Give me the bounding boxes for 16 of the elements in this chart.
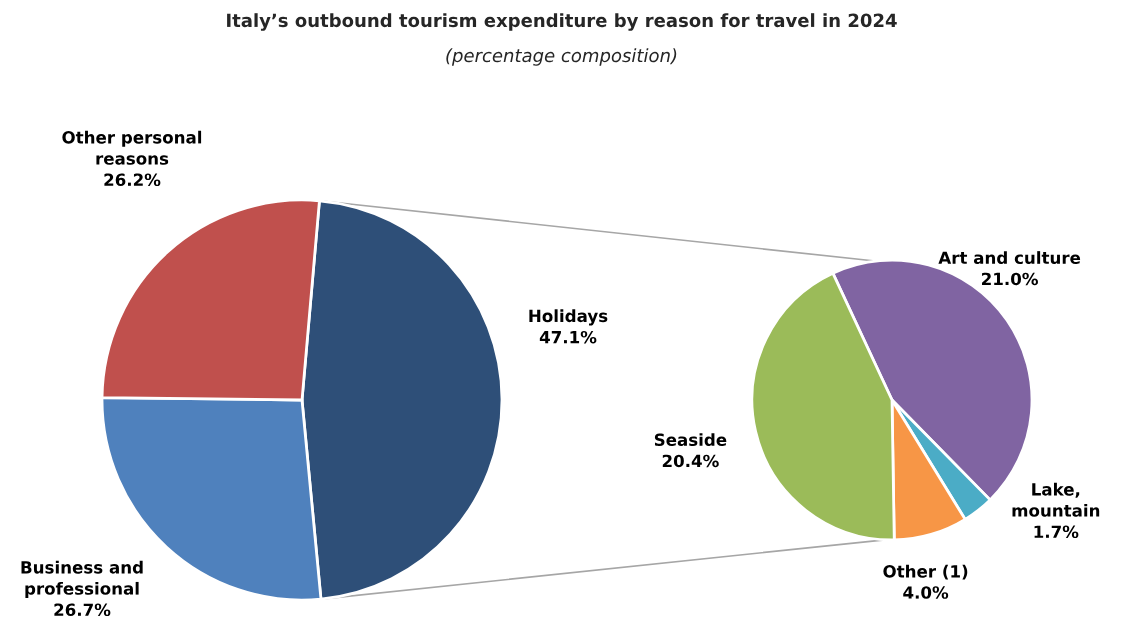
data-label: 21.0% bbox=[982, 272, 1038, 286]
data-label: 26.7% bbox=[54, 603, 111, 617]
slice-label: Art and culture bbox=[938, 251, 1081, 265]
data-label: 47.1% bbox=[539, 330, 597, 344]
data-label: 26.2% bbox=[104, 173, 161, 187]
data-label: 20.4% bbox=[662, 454, 719, 468]
slice-label: Seaside bbox=[654, 433, 727, 447]
slice-label: Holidays bbox=[529, 309, 608, 326]
slice-label: Other (1) bbox=[883, 564, 968, 580]
chart-subtitle: (percentage composition) bbox=[446, 48, 677, 66]
slice-label: Lake, mountain bbox=[1012, 482, 1100, 517]
slice-label: Business and professional bbox=[21, 560, 143, 599]
data-label: 4.0% bbox=[903, 586, 949, 599]
chart-title: Italy’s outbound tourism expenditure by reason for travel in 2024 bbox=[227, 13, 897, 31]
data-label: 1.7% bbox=[1034, 525, 1079, 539]
slice-label: Other personal reasons bbox=[62, 130, 202, 165]
